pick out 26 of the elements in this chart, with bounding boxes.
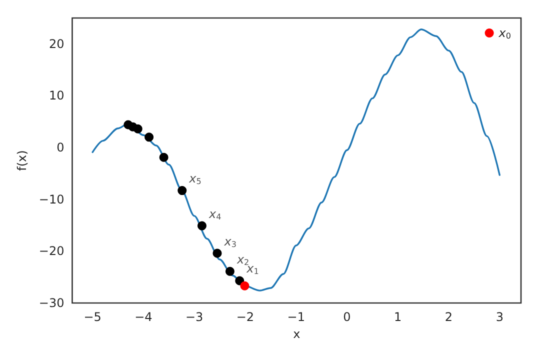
point [212, 248, 222, 258]
y-tick-label: −20 [38, 244, 64, 258]
x-tick-label: −1 [287, 310, 305, 324]
x-tick-label: −5 [84, 310, 102, 324]
y-tick-label: −10 [38, 192, 64, 206]
x-axis-title: x [293, 326, 300, 341]
x-tick-label: −3 [185, 310, 204, 324]
y-tick-label: 10 [48, 88, 64, 103]
point [240, 281, 250, 290]
y-tick-label: −30 [38, 296, 64, 310]
point [159, 152, 168, 162]
point [133, 124, 142, 134]
x-tick-label: 3 [496, 310, 504, 324]
point [225, 266, 234, 276]
point [178, 186, 187, 196]
y-axis-title: f(x) [15, 150, 29, 171]
point [197, 221, 206, 230]
y-tick-label: 20 [48, 36, 64, 51]
line-series [92, 28, 500, 292]
x-tick-label: 1 [394, 310, 402, 324]
x-tick-label: −2 [236, 310, 254, 324]
x-tick-label: 2 [444, 310, 453, 324]
y-tick-label: 0 [56, 140, 64, 155]
x-tick-label: 0 [343, 310, 351, 324]
point [144, 132, 154, 142]
x-tick-label: −4 [134, 310, 152, 324]
